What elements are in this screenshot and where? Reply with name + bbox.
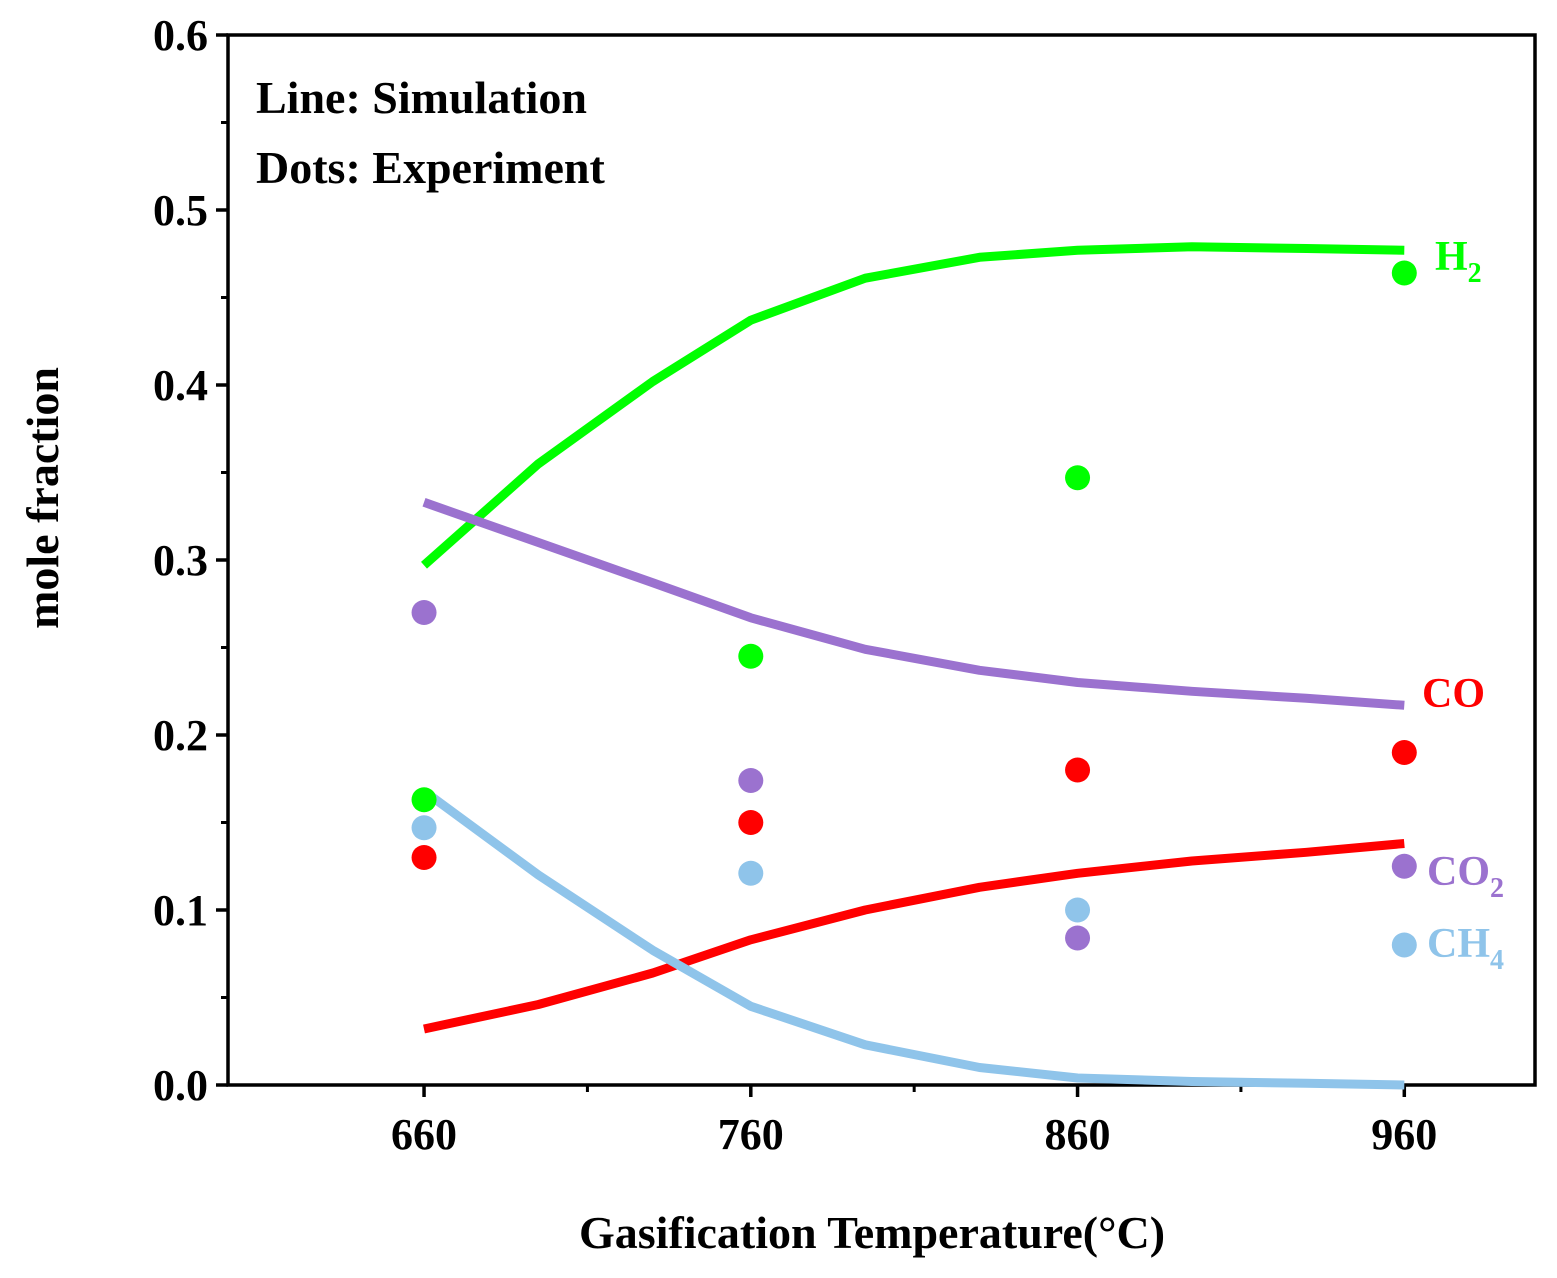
y-tick-label: 0.1 — [153, 886, 208, 935]
experiment-point-h2 — [411, 787, 437, 813]
experiment-point-ch4 — [738, 860, 764, 886]
experiment-point-h2 — [1065, 465, 1091, 491]
experiment-point-h2 — [738, 643, 764, 669]
annotation-dots: Dots: Experiment — [256, 142, 605, 193]
y-tick-label: 0.0 — [153, 1061, 208, 1110]
experiment-dots — [411, 260, 1417, 958]
y-tick-label: 0.6 — [153, 11, 208, 60]
simulation-line-ch4 — [421, 787, 1405, 1090]
experiment-point-co — [1065, 757, 1091, 783]
y-tick-label: 0.4 — [153, 361, 208, 410]
series-label-h2: H2 — [1435, 234, 1482, 289]
series-label-co2: CO2 — [1427, 849, 1504, 904]
experiment-point-ch4 — [1065, 897, 1091, 923]
x-tick-label: 760 — [718, 1110, 784, 1159]
experiment-point-co — [1391, 740, 1417, 765]
annotation-line: Line: Simulation — [256, 72, 587, 123]
experiment-point-co2 — [411, 600, 437, 625]
y-axis-title: mole fraction — [17, 367, 68, 629]
experiment-point-co2 — [738, 768, 764, 793]
x-axis-title: Gasification Temperature(°C) — [579, 1207, 1165, 1258]
experiment-point-h2 — [1391, 260, 1417, 286]
series-labels: H2 CO CO2 CH4 — [1422, 234, 1504, 976]
experiment-point-co — [411, 845, 437, 870]
simulation-lines — [421, 242, 1405, 1090]
simulation-line-co2 — [422, 498, 1405, 710]
experiment-point-co2 — [1065, 925, 1091, 951]
simulation-line-co — [423, 839, 1405, 1034]
y-tick-label: 0.5 — [153, 186, 208, 235]
experiment-point-ch4 — [411, 815, 437, 841]
x-tick-label: 860 — [1045, 1110, 1111, 1159]
series-label-ch4: CH4 — [1427, 921, 1504, 976]
experiment-point-ch4 — [1391, 932, 1417, 958]
experiment-point-co — [738, 810, 764, 835]
y-tick-label: 0.2 — [153, 711, 208, 760]
x-tick-label: 660 — [391, 1110, 457, 1159]
axis-ticks: 0.0 0.1 0.2 0.3 0.4 0.5 0.6 660 760 860 960 — [153, 11, 1437, 1159]
x-tick-label: 960 — [1371, 1110, 1437, 1159]
experiment-point-co2 — [1391, 853, 1417, 879]
y-tick-label: 0.3 — [153, 536, 208, 585]
simulation-line-h2 — [421, 242, 1405, 569]
series-label-co: CO — [1422, 671, 1485, 717]
